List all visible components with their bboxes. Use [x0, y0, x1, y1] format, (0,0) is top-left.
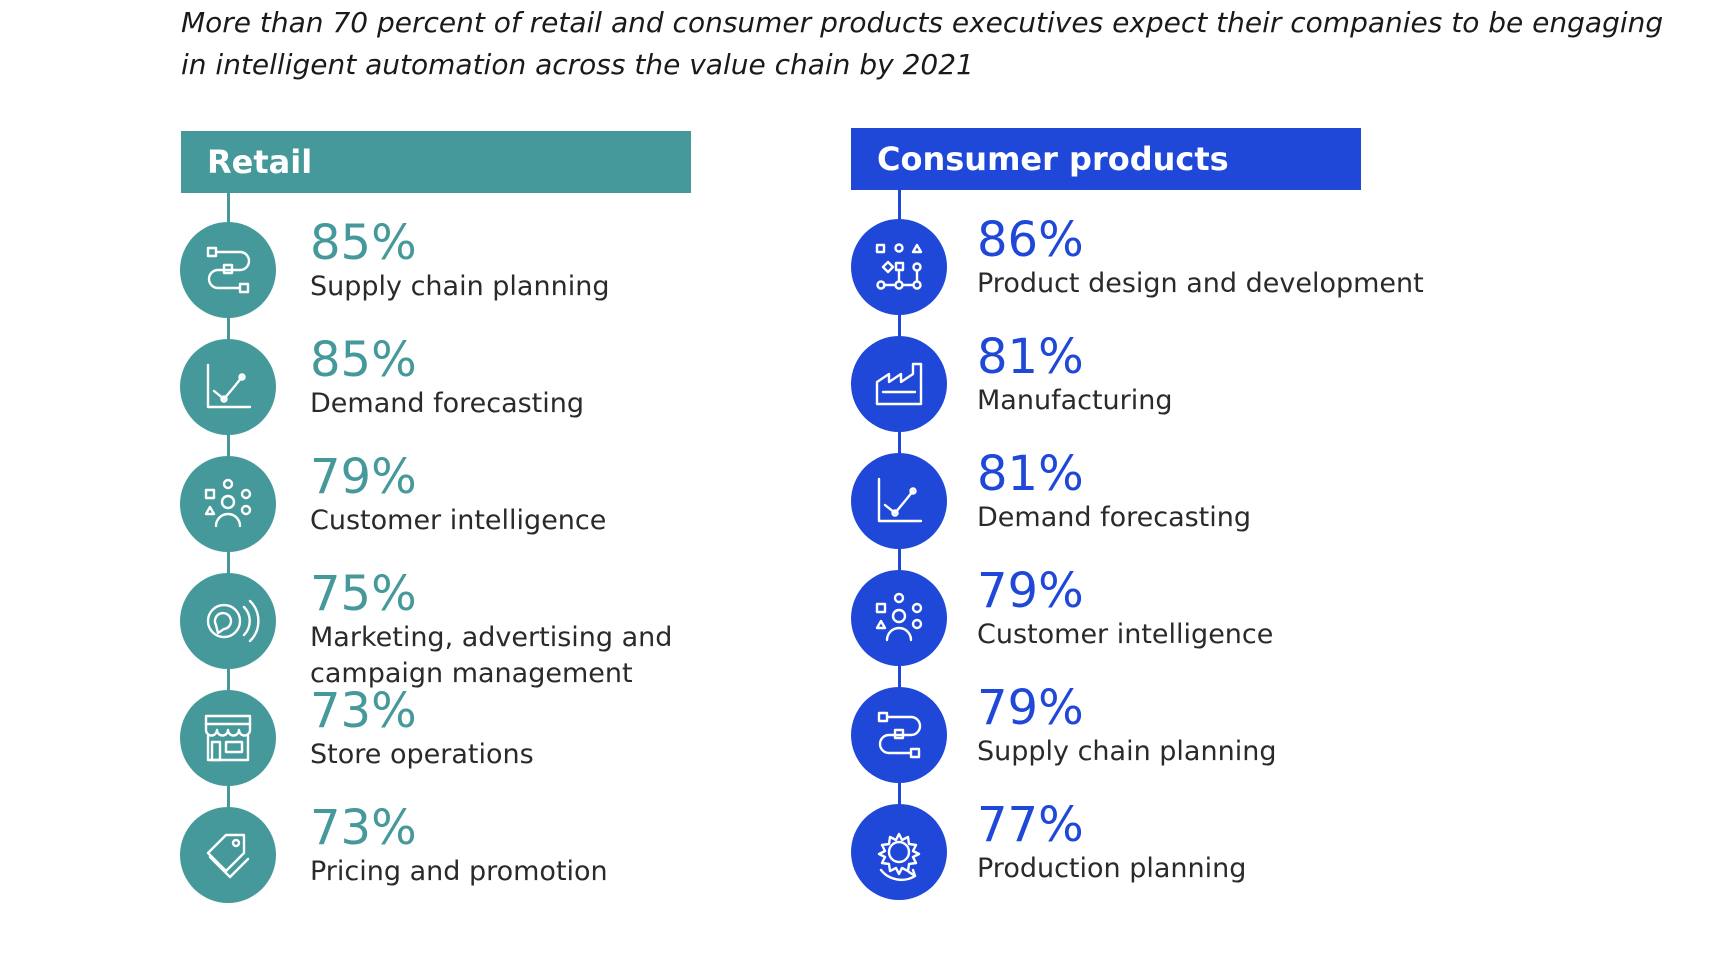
item-label: Customer intelligence	[310, 505, 607, 536]
percent-value: 75%	[310, 566, 417, 622]
percent-value: 86%	[977, 212, 1084, 268]
item-label: Marketing, advertising and	[310, 622, 673, 653]
gear-cycle-icon	[851, 804, 947, 900]
people-shapes-icon	[180, 456, 276, 552]
headline: More than 70 percent of retail and consu…	[181, 6, 1664, 81]
storefront-icon	[180, 690, 276, 786]
factory-icon	[851, 336, 947, 432]
percent-value: 85%	[310, 332, 417, 388]
item-label: Demand forecasting	[310, 388, 585, 419]
percent-value: 81%	[977, 446, 1084, 502]
percent-value: 73%	[310, 683, 417, 739]
percent-value: 77%	[977, 797, 1084, 853]
item-label: Supply chain planning	[977, 736, 1277, 767]
chat-broadcast-icon	[180, 573, 276, 669]
item-label: Demand forecasting	[977, 502, 1252, 533]
percent-value: 79%	[977, 680, 1084, 736]
supply-chain-icon	[180, 222, 276, 318]
retail-header: Retail	[181, 131, 691, 193]
item-label: Product design and development	[977, 268, 1424, 299]
item-label: Production planning	[977, 853, 1247, 884]
item-label: Manufacturing	[977, 385, 1173, 416]
item-label-continued: campaign management	[310, 658, 633, 689]
item-label: Supply chain planning	[310, 271, 610, 302]
item-label: Pricing and promotion	[310, 856, 608, 887]
percent-value: 85%	[310, 215, 417, 271]
item-label: Customer intelligence	[977, 619, 1274, 650]
retail-title: Retail	[207, 143, 313, 181]
design-network-icon	[851, 219, 947, 315]
consumer-header: Consumer products	[851, 128, 1361, 190]
percent-value: 81%	[977, 329, 1084, 385]
percent-value: 79%	[977, 563, 1084, 619]
item-label: Store operations	[310, 739, 534, 770]
line-chart-icon	[851, 453, 947, 549]
percent-value: 73%	[310, 800, 417, 856]
supply-chain-icon	[851, 687, 947, 783]
price-tag-icon	[180, 807, 276, 903]
percent-value: 79%	[310, 449, 417, 505]
people-shapes-icon	[851, 570, 947, 666]
line-chart-icon	[180, 339, 276, 435]
consumer-title: Consumer products	[877, 140, 1229, 178]
